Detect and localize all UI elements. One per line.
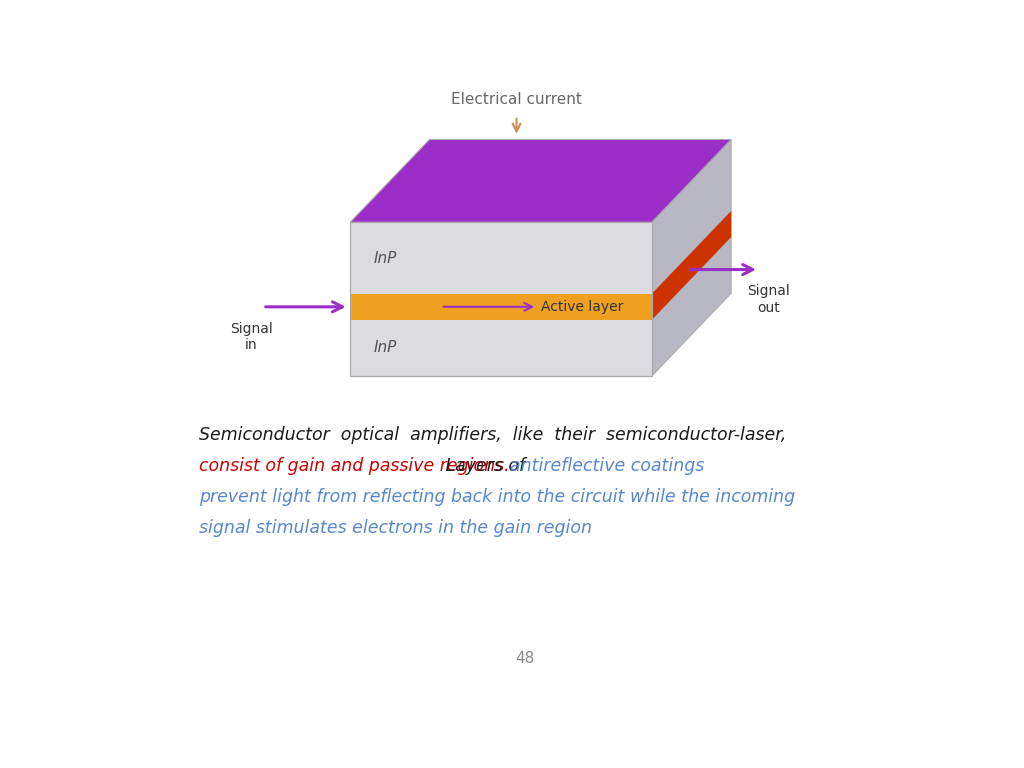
Text: Signal
out: Signal out [748, 284, 790, 315]
Polygon shape [652, 211, 731, 320]
Text: prevent light from reflecting back into the circuit while the incoming: prevent light from reflecting back into … [200, 488, 796, 506]
Polygon shape [350, 293, 652, 320]
Polygon shape [350, 140, 731, 222]
Text: Active layer: Active layer [541, 300, 624, 314]
Text: Layers of: Layers of [440, 457, 530, 475]
Polygon shape [652, 140, 731, 376]
Text: InP: InP [374, 250, 397, 266]
Polygon shape [350, 222, 652, 376]
Text: signal stimulates electrons in the gain region: signal stimulates electrons in the gain … [200, 518, 593, 537]
Text: InP: InP [374, 340, 397, 356]
Text: 48: 48 [515, 650, 535, 666]
Text: Electrical current: Electrical current [452, 92, 582, 107]
Text: consist of gain and passive regions.: consist of gain and passive regions. [200, 457, 510, 475]
Text: Signal
in: Signal in [229, 322, 272, 352]
Text: Semiconductor  optical  amplifiers,  like  their  semiconductor-laser,: Semiconductor optical amplifiers, like t… [200, 426, 786, 444]
Text: antireflective coatings: antireflective coatings [510, 457, 705, 475]
